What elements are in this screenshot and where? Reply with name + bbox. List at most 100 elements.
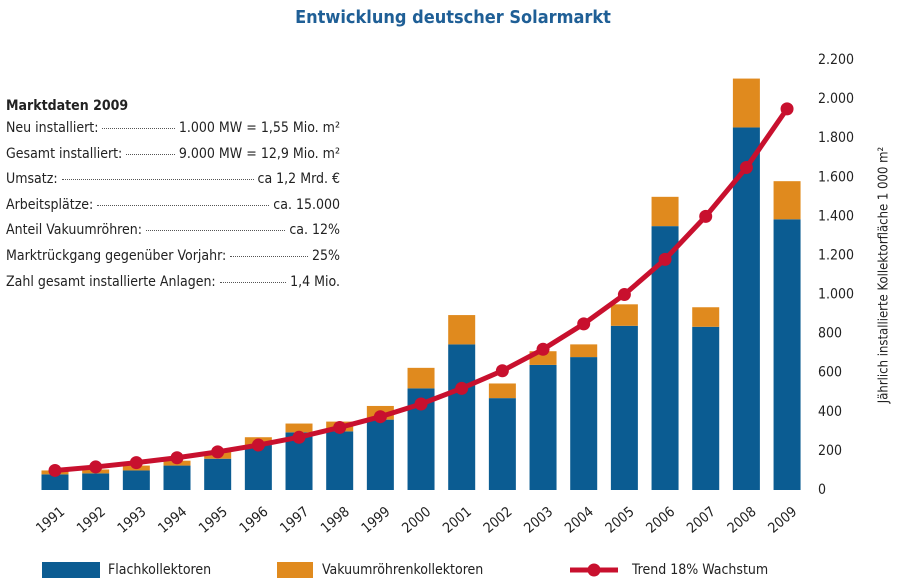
trend-point: [89, 460, 103, 474]
bar: [204, 458, 232, 490]
trend-point: [455, 381, 469, 395]
info-value: ca. 12%: [289, 222, 340, 239]
trend-point: [333, 420, 347, 434]
bar: [732, 127, 760, 490]
trend-point: [495, 364, 509, 378]
leader: [102, 128, 175, 129]
info-label: Arbeitsplätze:: [6, 196, 94, 213]
leader: [61, 179, 254, 181]
trend-point: [577, 317, 591, 331]
bar: [41, 474, 69, 490]
bar: [732, 78, 760, 128]
y-tick-label: 1.600: [818, 169, 854, 185]
trend-point: [536, 342, 550, 356]
market-data: Marktdaten 2009 Neu installiert: 1.000 MW…: [6, 98, 340, 299]
info-value: ca 1,2 Mrd. €: [257, 171, 340, 188]
info-label: Gesamt installiert:: [6, 145, 123, 162]
y-tick-label: 400: [818, 404, 842, 420]
bar: [773, 181, 801, 220]
trend-point: [739, 161, 753, 174]
x-tick-label: 2007: [684, 504, 719, 537]
info-row: Anteil Vakuumröhren: ca. 12%: [6, 222, 340, 248]
x-tick-label: 1997: [277, 504, 312, 537]
y-tick-label: 1.800: [818, 130, 854, 146]
x-tick-label: 1993: [115, 504, 150, 537]
trend-point: [373, 410, 387, 424]
trend-point: [699, 209, 713, 223]
trend-point: [292, 430, 306, 444]
trend-point: [658, 252, 672, 266]
bar: [570, 344, 598, 358]
legend-swatch: [587, 563, 601, 577]
bar: [529, 364, 557, 490]
bar: [651, 196, 679, 227]
trend-point: [617, 288, 631, 302]
bar: [692, 326, 720, 490]
bar: [407, 367, 435, 389]
y-tick-label: 1.200: [818, 247, 854, 263]
bar: [570, 357, 598, 490]
trend-point: [780, 102, 794, 116]
bar: [285, 423, 313, 433]
info-value: 9.000 MW = 12,9 Mio. m²: [178, 145, 340, 162]
legend-swatch: [42, 562, 100, 578]
y-tick-label: 0: [818, 482, 826, 498]
leader: [219, 281, 287, 283]
info-title: Marktdaten 2009: [6, 98, 129, 114]
bar: [692, 307, 720, 327]
x-tick-label: 1996: [237, 504, 272, 537]
x-tick-label: 1995: [196, 504, 231, 537]
bar: [326, 431, 354, 490]
legend-label: Trend 18% Wachstum: [631, 562, 768, 578]
x-tick-label: 2008: [725, 504, 760, 537]
bar: [122, 470, 150, 490]
leader: [97, 204, 270, 206]
x-tick-label: 2004: [562, 504, 597, 537]
info-value: ca. 15.000: [273, 196, 340, 213]
bar: [244, 445, 272, 490]
info-row: Umsatz: ca 1,2 Mrd. €: [6, 171, 340, 197]
y-axis-title: Jährlich installierte Kollektorfläche 1 …: [877, 147, 892, 404]
x-tick-label: 2003: [521, 504, 556, 537]
legend-swatch: [277, 562, 313, 578]
info-value: 1.000 MW = 1,55 Mio. m²: [178, 120, 340, 136]
y-tick-label: 200: [818, 443, 842, 459]
y-tick-label: 1.000: [818, 287, 854, 303]
bar: [488, 383, 516, 399]
bar: [448, 315, 476, 345]
legend-label: Flachkollektoren: [108, 562, 211, 578]
x-tick-label: 1999: [359, 504, 394, 537]
y-tick-label: 1.400: [818, 208, 854, 224]
bar: [448, 344, 476, 490]
x-tick-label: 1998: [318, 504, 353, 537]
x-tick-label: 1991: [33, 504, 68, 537]
info-label: Zahl gesamt installierte Anlagen:: [6, 273, 216, 290]
x-tick-label: 2002: [481, 504, 516, 537]
bar: [773, 219, 801, 490]
info-row: Gesamt installiert: 9.000 MW = 12,9 Mio. …: [6, 146, 340, 172]
bar: [366, 419, 394, 490]
trend-point: [170, 451, 184, 465]
x-tick-label: 2009: [765, 504, 800, 537]
x-tick-label: 1994: [155, 504, 190, 537]
bar: [610, 304, 638, 326]
info-row: Neu installiert: 1.000 MW = 1,55 Mio. m²: [6, 120, 340, 146]
leader: [230, 255, 308, 257]
info-row: Marktrückgang gegenüber Vorjahr: 25%: [6, 248, 340, 274]
bar: [488, 398, 516, 490]
x-tick-label: 2001: [440, 504, 475, 537]
y-tick-label: 600: [818, 365, 842, 381]
bar: [163, 465, 191, 490]
x-tick-label: 2005: [603, 504, 638, 537]
x-tick-label: 2006: [643, 504, 678, 537]
trend-point: [48, 463, 62, 477]
x-tick-label: 2000: [399, 504, 434, 537]
info-row: Zahl gesamt installierte Anlagen: 1,4 Mio…: [6, 274, 340, 300]
bar: [610, 325, 638, 490]
info-row: Arbeitsplätze: ca. 15.000: [6, 197, 340, 223]
x-tick-label: 1992: [74, 504, 109, 537]
y-tick-label: 800: [818, 326, 842, 342]
info-value: 1,4 Mio.: [290, 273, 340, 290]
